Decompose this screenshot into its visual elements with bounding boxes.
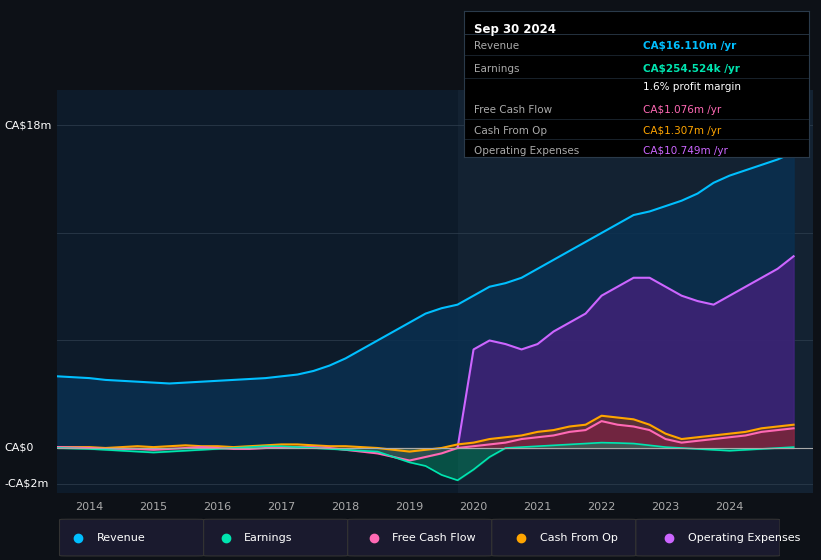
Text: 2017: 2017 xyxy=(268,502,296,512)
Text: 2016: 2016 xyxy=(204,502,232,512)
Text: Operating Expenses: Operating Expenses xyxy=(475,146,580,156)
Text: 2018: 2018 xyxy=(332,502,360,512)
Text: -CA$2m: -CA$2m xyxy=(5,479,49,489)
Text: CA$1.307m /yr: CA$1.307m /yr xyxy=(643,125,722,136)
Text: Earnings: Earnings xyxy=(475,64,520,74)
Text: Sep 30 2024: Sep 30 2024 xyxy=(475,23,556,36)
Text: Revenue: Revenue xyxy=(475,41,520,51)
Text: Free Cash Flow: Free Cash Flow xyxy=(392,533,475,543)
FancyBboxPatch shape xyxy=(636,519,780,556)
Text: CA$1.076m /yr: CA$1.076m /yr xyxy=(643,105,722,115)
Text: 2024: 2024 xyxy=(715,502,744,512)
Text: 2021: 2021 xyxy=(524,502,552,512)
Text: Operating Expenses: Operating Expenses xyxy=(688,533,800,543)
FancyBboxPatch shape xyxy=(348,519,492,556)
Text: 2023: 2023 xyxy=(651,502,680,512)
FancyBboxPatch shape xyxy=(60,519,204,556)
Bar xyxy=(457,90,813,493)
Text: 2019: 2019 xyxy=(396,502,424,512)
Text: CA$18m: CA$18m xyxy=(5,120,52,130)
FancyBboxPatch shape xyxy=(204,519,348,556)
Text: CA$254.524k /yr: CA$254.524k /yr xyxy=(643,64,740,74)
Text: 2022: 2022 xyxy=(587,502,616,512)
Text: CA$10.749m /yr: CA$10.749m /yr xyxy=(643,146,728,156)
Text: 2014: 2014 xyxy=(76,502,103,512)
Text: Cash From Op: Cash From Op xyxy=(540,533,617,543)
Text: Earnings: Earnings xyxy=(245,533,293,543)
Text: Revenue: Revenue xyxy=(97,533,145,543)
Text: CA$16.110m /yr: CA$16.110m /yr xyxy=(643,41,736,51)
Text: CA$0: CA$0 xyxy=(5,443,34,453)
Text: Cash From Op: Cash From Op xyxy=(475,125,548,136)
Text: 2020: 2020 xyxy=(460,502,488,512)
Text: 1.6% profit margin: 1.6% profit margin xyxy=(643,82,741,92)
Text: Free Cash Flow: Free Cash Flow xyxy=(475,105,553,115)
Text: 2015: 2015 xyxy=(140,502,167,512)
FancyBboxPatch shape xyxy=(492,519,636,556)
